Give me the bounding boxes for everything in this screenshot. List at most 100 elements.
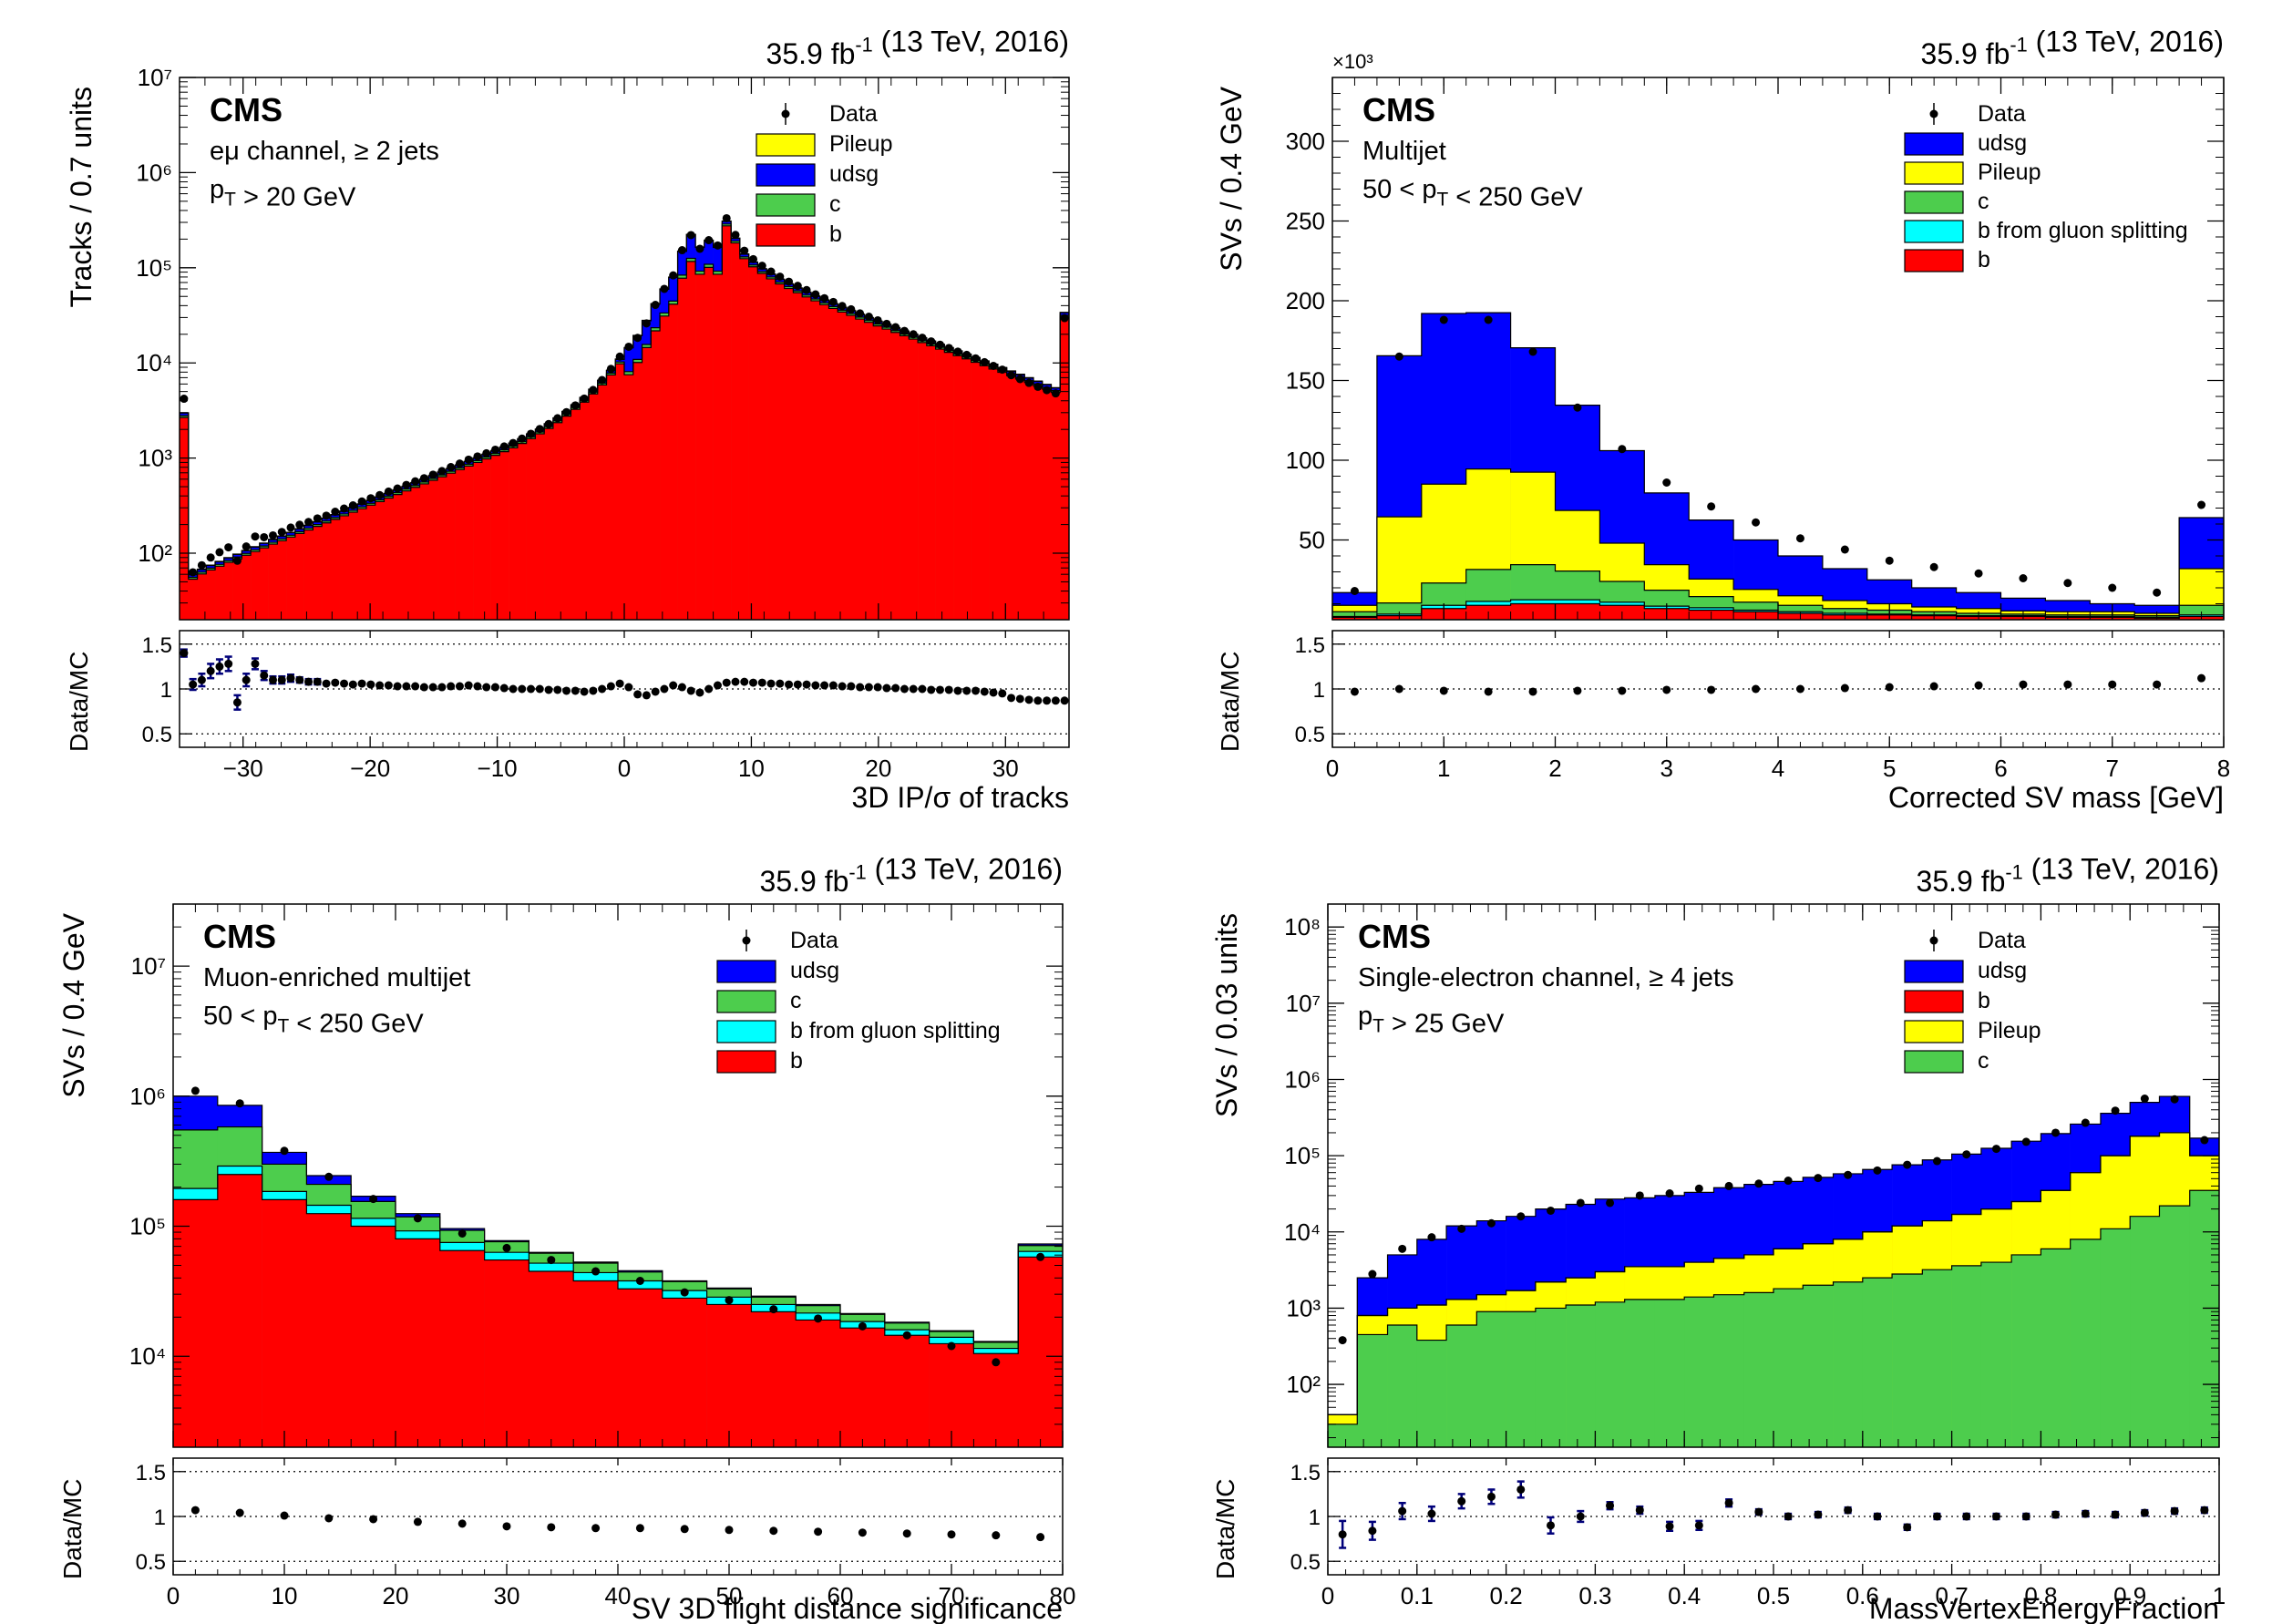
x-axis-label: MassVertexEnergyFraction xyxy=(1869,1592,2219,1624)
data-point xyxy=(527,429,536,438)
ratio-point xyxy=(473,682,482,691)
ratio-point xyxy=(1694,1521,1703,1530)
ratio-point xyxy=(562,686,571,695)
bar-c xyxy=(2159,1206,2191,1447)
ratio-point xyxy=(348,680,357,689)
data-point xyxy=(704,236,714,245)
bar-b xyxy=(973,1353,1019,1447)
ratio-point xyxy=(1427,1509,1436,1518)
y-tick-label: 200 xyxy=(1286,287,1325,314)
y-tick-label: 300 xyxy=(1286,128,1325,155)
legend-label: udsg xyxy=(1978,958,2027,983)
ratio-point xyxy=(1486,1492,1496,1501)
ratio-point xyxy=(1844,1506,1853,1515)
data-point xyxy=(2021,1137,2030,1146)
bar-c xyxy=(1773,1289,1804,1447)
p-symbol: p xyxy=(210,175,224,204)
ratio-point xyxy=(2140,1508,2149,1517)
data-point xyxy=(998,365,1007,375)
cms-label: CMS xyxy=(1358,918,1431,955)
ratio-point xyxy=(509,684,518,694)
bar-b xyxy=(490,455,500,620)
ratio-point xyxy=(902,1529,911,1538)
ratio-point xyxy=(669,681,678,690)
data-point xyxy=(437,467,447,476)
bar-b xyxy=(739,258,749,620)
data-point xyxy=(900,326,909,335)
x-tick-label: −30 xyxy=(223,755,263,782)
bar-b xyxy=(971,362,981,620)
legend-label: b from gluon splitting xyxy=(1978,218,2188,243)
ratio-point xyxy=(331,678,340,687)
data-point xyxy=(1486,1218,1496,1228)
ratio-point xyxy=(499,684,509,693)
ratio-point xyxy=(980,687,989,696)
bar-b xyxy=(1006,375,1016,620)
ratio-point xyxy=(713,681,722,690)
bar-b xyxy=(828,308,838,620)
ratio-point xyxy=(1665,1522,1674,1531)
data-point xyxy=(502,1243,511,1252)
ratio-frame xyxy=(1331,630,2225,748)
bar-c xyxy=(2041,1249,2071,1447)
data-point xyxy=(286,523,295,532)
ratio-point xyxy=(322,679,331,688)
ratio-point xyxy=(1974,681,1983,690)
data-point xyxy=(1844,1170,1853,1179)
legend-label: b xyxy=(829,221,842,247)
data-point xyxy=(322,511,331,520)
fb-unit: fb xyxy=(825,865,849,898)
data-point xyxy=(2019,574,2028,582)
data-point xyxy=(1043,385,1052,395)
ratio-point xyxy=(1618,686,1627,695)
ratio-point xyxy=(992,1531,1001,1540)
data-point xyxy=(499,442,509,451)
ratio-point xyxy=(2051,1510,2061,1519)
text-part: (13 TeV, 2016) xyxy=(2023,853,2219,886)
data-point xyxy=(713,241,722,250)
data-point xyxy=(766,267,776,276)
ratio-y-tick-label: 1.5 xyxy=(1295,633,1325,658)
data-point xyxy=(189,568,198,577)
panel-1: 10² 10³ 10⁴ 10⁵ 10⁶ 10⁷ −30 −20 −10 0 10 20 30 0.5 1 1.… xyxy=(65,26,1070,814)
data-point xyxy=(980,357,989,366)
data-point xyxy=(918,334,927,343)
ratio-point xyxy=(197,675,206,684)
data-point xyxy=(1784,1177,1793,1186)
ratio-point xyxy=(393,682,402,691)
ratio-point xyxy=(589,686,598,695)
ratio-point xyxy=(1528,687,1537,696)
data-point xyxy=(1665,1189,1674,1198)
bar-b xyxy=(188,579,198,620)
bar-b xyxy=(322,522,332,620)
ratio-y-tick-label: 1 xyxy=(154,1506,166,1530)
ratio-point xyxy=(1752,684,1761,694)
data-point xyxy=(384,487,393,496)
ratio-point xyxy=(1394,684,1403,694)
ratio-point xyxy=(235,1508,244,1517)
data-point xyxy=(348,501,357,510)
data-point xyxy=(1024,378,1033,387)
ratio-point xyxy=(547,1523,556,1532)
data-point xyxy=(1873,1166,1882,1175)
data-point xyxy=(2153,588,2162,597)
data-point xyxy=(757,262,766,271)
y-tick-label: 10⁷ xyxy=(1286,990,1321,1017)
ratio-point xyxy=(535,684,544,694)
ratio-point xyxy=(1662,685,1671,694)
bar-b xyxy=(980,365,990,620)
bar-b xyxy=(864,322,874,620)
bar-b xyxy=(330,519,340,620)
data-point xyxy=(1457,1224,1466,1233)
ratio-y-tick-label: 0.5 xyxy=(1295,723,1325,747)
legend-label: udsg xyxy=(1978,130,2027,156)
bar-c xyxy=(1446,1324,1477,1447)
data-point xyxy=(953,347,962,356)
bar-b xyxy=(393,494,403,620)
bar-b xyxy=(847,315,857,620)
legend-label: b xyxy=(790,1048,803,1074)
text-part: (13 TeV, 2016) xyxy=(873,26,1069,58)
ratio-point xyxy=(457,1519,467,1528)
ratio-point xyxy=(947,1530,956,1539)
ratio-point xyxy=(677,683,686,692)
